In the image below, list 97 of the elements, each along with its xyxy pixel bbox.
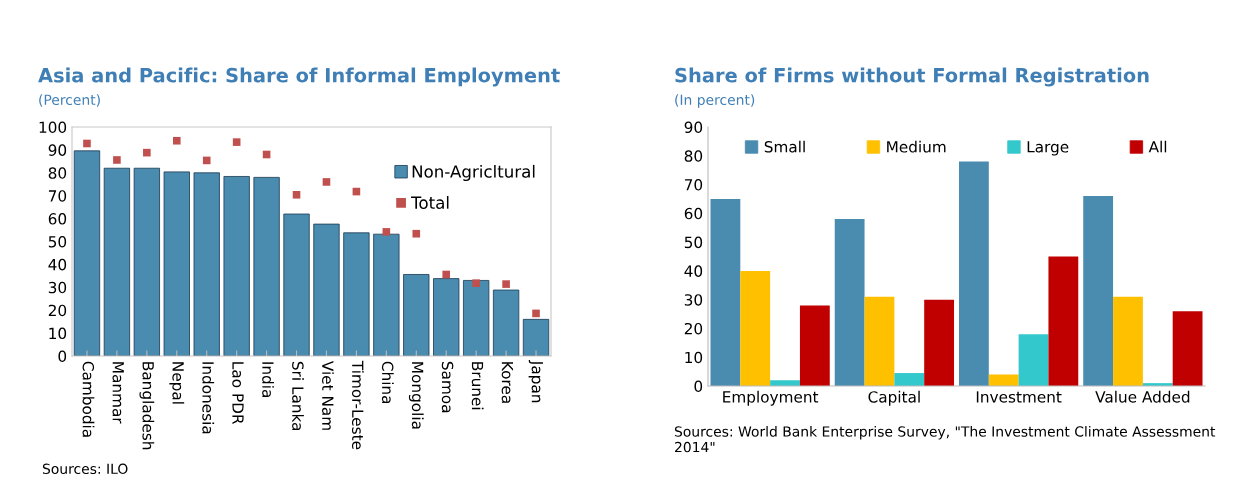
y-tick-label: 10 — [685, 351, 703, 364]
x-tick-label: Nepal — [169, 362, 185, 404]
bar — [463, 280, 490, 356]
y-tick-label: 30 — [684, 294, 703, 306]
x-tick-label: Manmar — [112, 362, 124, 424]
y-tick-label: 50 — [48, 235, 67, 248]
x-tick-label: Indonesia — [202, 362, 215, 434]
bar — [373, 233, 400, 356]
bar — [103, 167, 131, 356]
x-tick-label: Mongolia — [408, 362, 424, 429]
bar — [864, 296, 895, 386]
point — [502, 280, 510, 288]
bar — [163, 171, 190, 356]
x-tick-label: Timor-Leste — [351, 360, 364, 450]
bar — [73, 150, 101, 356]
x-tick-label: India — [262, 362, 274, 397]
point — [202, 156, 211, 165]
chart-title: Asia and Pacific: Share of Informal Employment — [38, 67, 560, 87]
legend-label: Non-Agricltural — [412, 164, 535, 182]
x-tick-label: Sri Lanka — [292, 361, 304, 431]
y-tick-label: 50 — [684, 236, 703, 249]
y-tick-label: 60 — [48, 213, 67, 225]
y-tick-label: 20 — [48, 304, 67, 317]
chart-subtitle: (In percent) — [675, 94, 755, 108]
bar — [1172, 311, 1203, 386]
bar — [894, 373, 925, 386]
point — [172, 136, 181, 145]
y-tick-label: 10 — [49, 327, 67, 340]
y-tick-label: 20 — [684, 322, 703, 335]
bar — [958, 161, 989, 386]
point — [232, 138, 241, 146]
bar — [740, 270, 771, 386]
y-tick-label: 80 — [48, 167, 67, 179]
source-note: Sources: ILO — [42, 463, 128, 475]
bar — [223, 176, 250, 356]
bar — [283, 213, 310, 356]
point — [143, 148, 151, 157]
bar — [1083, 196, 1114, 386]
y-tick-label: 90 — [684, 121, 703, 134]
bar — [492, 289, 520, 356]
y-tick-label: 60 — [684, 207, 703, 220]
point — [113, 156, 121, 164]
bar — [834, 219, 865, 386]
bar — [133, 167, 160, 356]
bar — [924, 299, 955, 386]
x-tick-label: Investment — [976, 391, 1062, 403]
y-tick-label: 0 — [58, 350, 67, 363]
point — [442, 270, 451, 279]
point — [532, 309, 540, 318]
point — [472, 279, 480, 287]
bar — [343, 232, 370, 356]
y-tick-label: 0 — [694, 380, 703, 393]
bar — [433, 278, 460, 356]
x-tick-label: Brunei — [471, 362, 484, 410]
bar — [988, 374, 1019, 386]
point — [412, 229, 421, 238]
bar — [522, 318, 550, 356]
x-tick-label: Viet Nam — [322, 360, 334, 430]
x-tick-label: China — [381, 361, 394, 404]
bar — [1018, 334, 1049, 386]
legend-label: Total — [411, 196, 449, 209]
x-tick-label: Value Added — [1095, 390, 1190, 403]
legend-label: Small — [764, 140, 805, 153]
y-tick-label: 90 — [48, 144, 67, 156]
bar — [313, 223, 340, 356]
bar — [403, 274, 430, 356]
x-tick-label: Samoa — [441, 361, 454, 413]
point — [292, 190, 301, 199]
point — [322, 178, 331, 186]
legend-label: Large — [1027, 141, 1069, 156]
chart-subtitle: (Percent) — [39, 94, 100, 107]
y-tick-label: 30 — [48, 281, 67, 294]
legend-label: All — [1148, 140, 1167, 153]
x-tick-label: Korea — [501, 362, 514, 403]
source-note: Sources: World Bank Enterprise Survey, "The Investment Climate Assessment 2014" — [674, 426, 1216, 453]
bar — [253, 176, 280, 356]
y-tick-label: 80 — [684, 150, 703, 162]
point — [382, 228, 391, 236]
legend-label: Medium — [887, 140, 946, 153]
bar — [193, 172, 220, 356]
x-tick-label: Bangladesh — [139, 362, 155, 450]
x-tick-label: Japan — [528, 360, 543, 403]
chart-title: Share of Firms without Formal Registration — [675, 67, 1149, 87]
x-tick-label: Capital — [868, 390, 920, 406]
y-tick-label: 100 — [39, 121, 67, 134]
bar — [710, 198, 741, 386]
bar — [1048, 256, 1079, 386]
bar — [799, 305, 830, 386]
y-tick-label: 70 — [48, 190, 67, 202]
bar — [1113, 296, 1143, 386]
y-tick-label: 40 — [48, 258, 67, 271]
y-tick-label: 70 — [684, 179, 703, 191]
x-tick-label: Employment — [723, 390, 819, 406]
x-tick-label: Cambodia — [82, 361, 95, 437]
y-tick-label: 40 — [684, 265, 703, 277]
x-tick-label: Lao PDR — [232, 362, 244, 425]
point — [83, 139, 91, 148]
